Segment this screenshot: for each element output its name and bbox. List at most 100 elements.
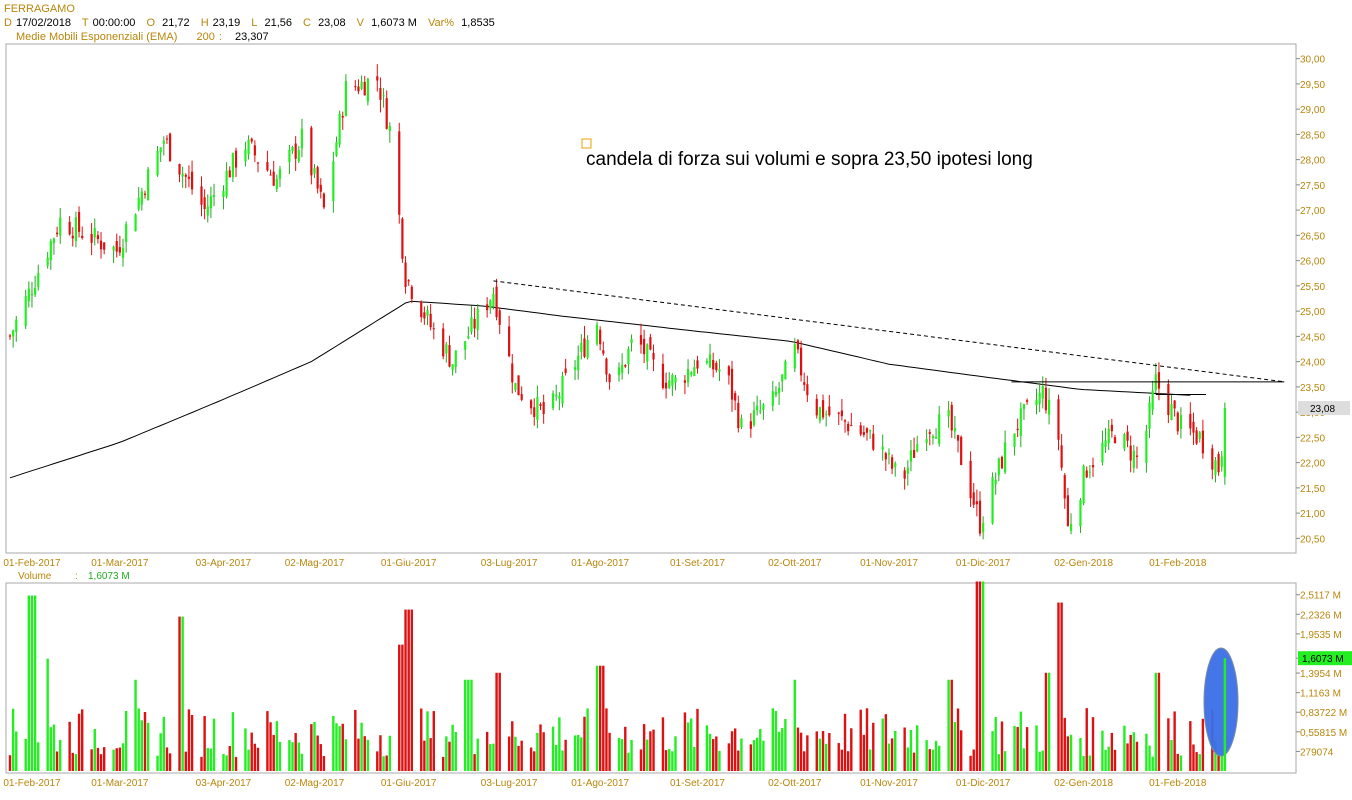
field-volume: V 1,6073 M (356, 17, 417, 29)
volume-bar (30, 595, 34, 771)
volume-bar (275, 721, 279, 771)
volume-bar (887, 743, 891, 771)
candle-body (799, 347, 803, 376)
volume-bar (1013, 725, 1016, 771)
volume-bar (693, 746, 696, 771)
candle-body (253, 145, 256, 156)
volume-bar (598, 665, 602, 771)
candle-body (332, 161, 335, 201)
candle-body (316, 167, 319, 189)
volume-bar (740, 738, 743, 771)
volume-y-tick-label: 1,3954 M (1300, 669, 1342, 680)
volume-x-tick-label: 01-Dic-2017 (956, 778, 1011, 789)
volume-y-tick-label: 1,9535 M (1300, 630, 1342, 641)
volume-bar (388, 735, 392, 771)
volume-y-tick-label: 2,2326 M (1300, 610, 1342, 621)
candle-body (445, 344, 448, 354)
candle-body (159, 147, 162, 153)
volume-bar (520, 740, 523, 771)
candle-body (734, 393, 737, 401)
candle-body (627, 348, 630, 365)
candle-body (972, 492, 975, 505)
candle-body (1041, 386, 1044, 399)
candles (8, 64, 1226, 540)
volume-bar (859, 709, 862, 771)
volume-bar (511, 721, 514, 771)
candle-body (661, 363, 665, 388)
volume-bar (1085, 708, 1088, 771)
volume-bar (247, 749, 250, 771)
volume-bar (209, 748, 213, 771)
price-x-tick-label: 02-Mag-2017 (285, 558, 345, 569)
volume-bar (222, 753, 225, 771)
volume-y-tick-label: 2,5117 M (1300, 591, 1341, 602)
volume-bar (1066, 736, 1070, 771)
candle-body (624, 365, 627, 367)
volume-bar (620, 739, 624, 771)
candle-body (718, 369, 721, 372)
candle-body (187, 176, 191, 179)
candle-body (310, 127, 313, 176)
volume-bar (244, 728, 247, 771)
candle-body (363, 81, 366, 96)
candle-body (489, 300, 492, 309)
candle-body (749, 421, 752, 429)
candle-body (643, 338, 646, 355)
volume-bar (291, 742, 294, 771)
candle-body (81, 235, 84, 238)
candle-body (165, 138, 169, 140)
volume-bar (1220, 753, 1223, 771)
candle-body (228, 170, 231, 178)
ema-line: Medie Mobili Esponenziali (EMA) 200: 23,… (16, 31, 269, 43)
candle-body (536, 396, 539, 420)
volume-bar (539, 724, 542, 771)
candle-body (209, 196, 213, 209)
candle-body (272, 171, 275, 186)
volume-bar (445, 736, 448, 771)
candle-body (774, 391, 778, 396)
volume-bars (8, 581, 1227, 771)
volume-bar (451, 724, 454, 771)
candle-body (498, 310, 501, 325)
volume-bar (46, 658, 49, 771)
candle-body (865, 428, 869, 433)
volume-bar (137, 708, 140, 771)
candle-body (15, 319, 18, 332)
last-price-badge-bg (1298, 401, 1350, 416)
candle-body (837, 412, 840, 414)
candle-body (401, 218, 404, 259)
candle-body (77, 212, 81, 232)
volume-bar (410, 609, 414, 771)
volume-bar (715, 736, 718, 771)
volume-bar (1195, 752, 1198, 771)
candle-body (639, 335, 643, 345)
volume-bar (1060, 602, 1063, 771)
volume-bar (165, 747, 169, 771)
volume-bar (784, 719, 787, 771)
candle-body (1192, 421, 1195, 433)
price-x-axis: 01-Feb-2017 01-Mar-2017 03-Apr-2017 02-Mag-… (3, 558, 1206, 569)
volume-x-tick-label: 02-Mag-2017 (285, 778, 345, 789)
field-close: C 23,08 (303, 17, 346, 29)
candle-body (470, 317, 473, 332)
volume-bar (551, 726, 555, 771)
volume-bar (212, 718, 216, 771)
candle-body (420, 301, 423, 318)
candle-body (322, 193, 326, 208)
candle-body (1044, 387, 1048, 411)
volume-bar (533, 751, 536, 771)
field-high: H 23,19 (200, 17, 241, 29)
candle-body (646, 344, 649, 362)
candle-body (200, 186, 203, 205)
volume-x-tick-label: 01-Giu-2017 (381, 778, 437, 789)
candle-body (1170, 404, 1173, 421)
volume-bar (294, 732, 297, 771)
candle-body (410, 286, 413, 299)
volume-x-tick-label: 01-Mar-2017 (91, 778, 149, 789)
volume-bar (404, 609, 407, 771)
volume-bar (112, 749, 115, 771)
volume-bar (718, 750, 721, 771)
candle-body (1091, 465, 1095, 468)
volume-bar (661, 717, 665, 771)
volume-bar (950, 679, 953, 771)
